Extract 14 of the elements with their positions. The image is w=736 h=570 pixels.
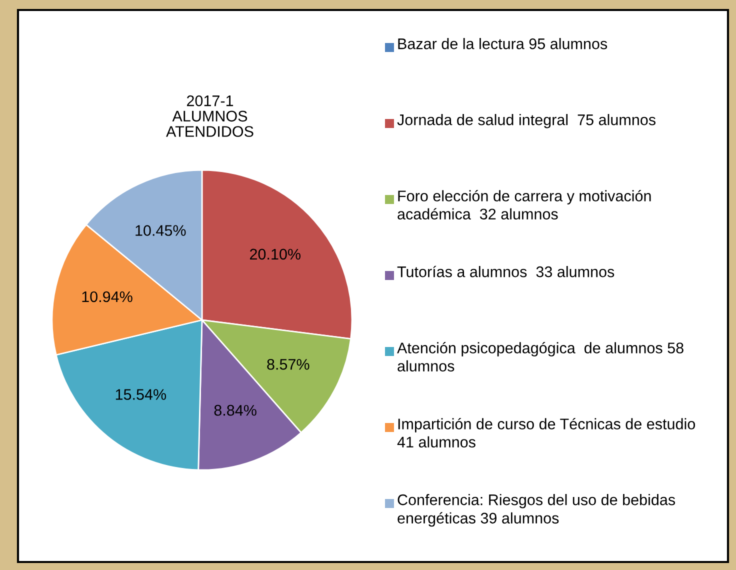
data-label: 10.45% [136, 225, 186, 236]
text: 2017-1 ALUMNOS ATENDIDOS [166, 95, 254, 137]
legend-label: Jornada de salud integral 75 alumnos [397, 114, 656, 128]
data-label: 10.94% [82, 291, 132, 302]
legend-label: Bazar de la lectura 95 alumnos [398, 38, 608, 50]
legend-label: Atención psicopedagógica de alumnos 58 alumnos [397, 342, 684, 372]
legend-label: Impartición de curso de Técnicas de estudio 41 alumnos [397, 418, 696, 448]
legend-label: Foro elección de carrera y motivación académica 32 alumnos [398, 190, 651, 220]
data-label: 8.57% [267, 358, 310, 370]
data-label: 20.10% [250, 248, 301, 260]
legend-label: Conferencia: Riesgos del uso de bebidas energéticas 39 alumnos [398, 494, 676, 527]
data-label: 8.84% [214, 404, 256, 416]
legend-label: Tutorías a alumnos 33 alumnos [397, 266, 614, 278]
data-label: 15.54% [116, 389, 166, 400]
